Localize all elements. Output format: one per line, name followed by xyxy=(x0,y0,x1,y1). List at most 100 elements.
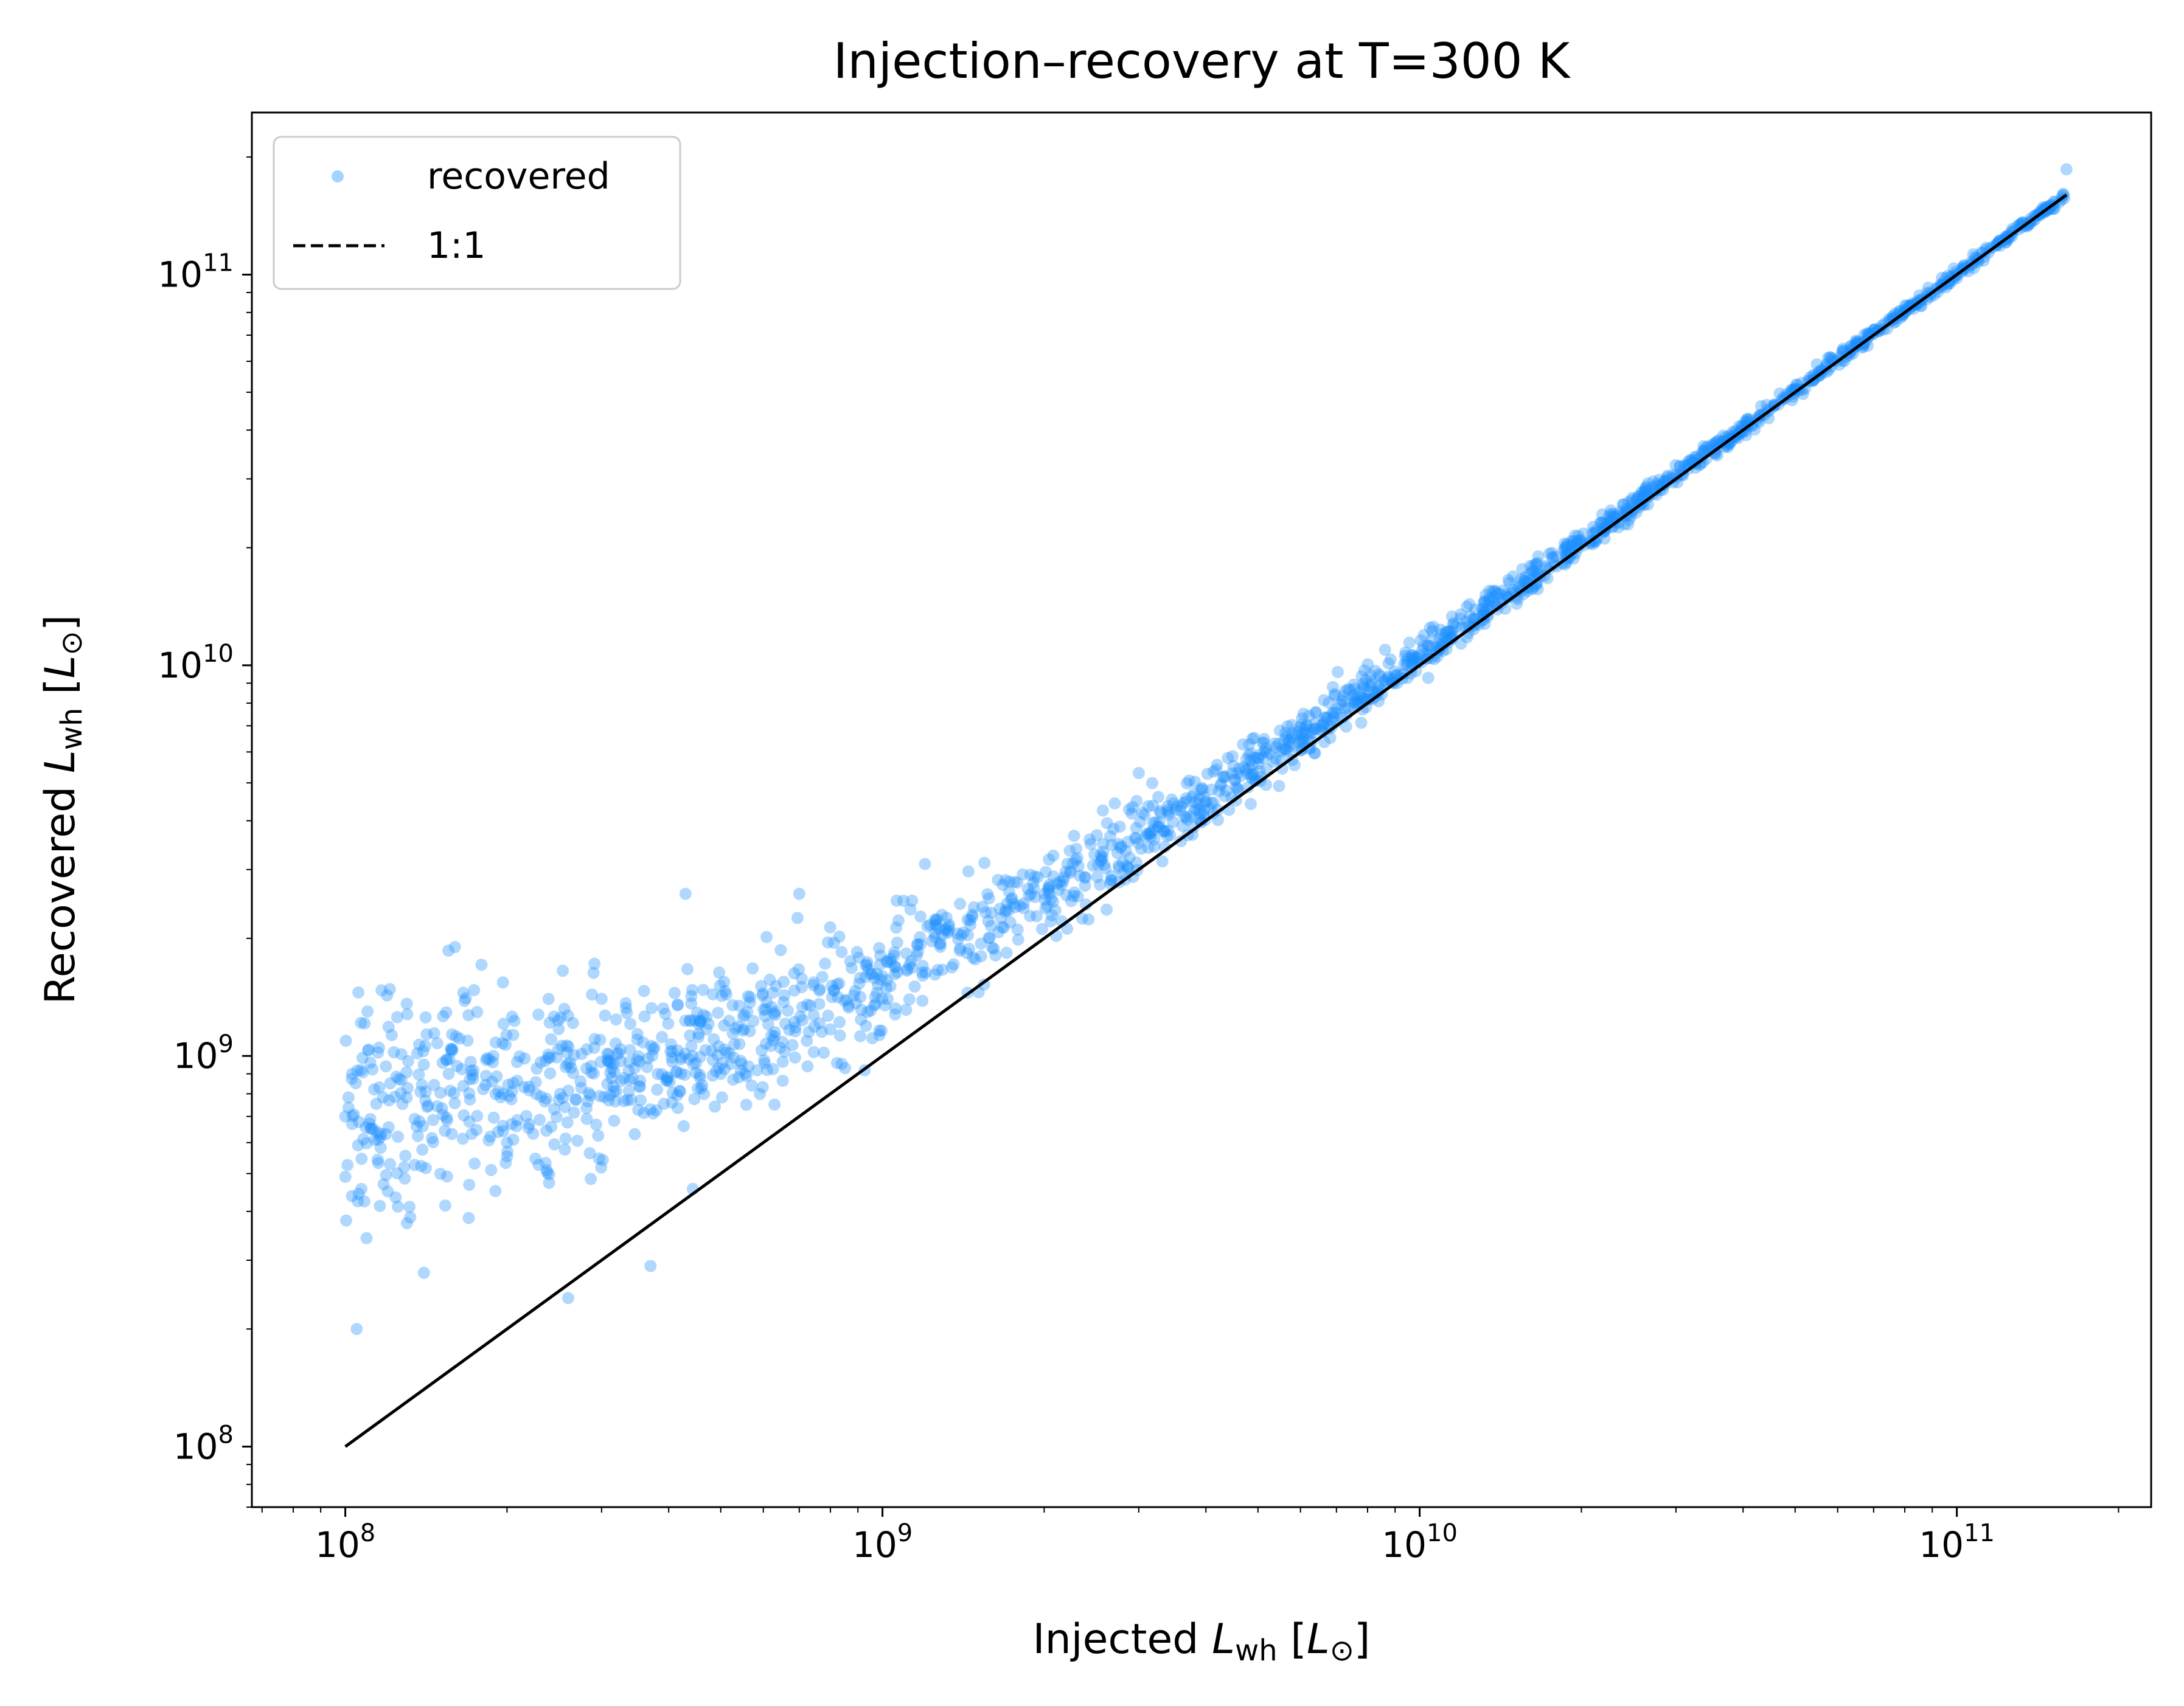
recovered-point xyxy=(388,1046,400,1059)
recovered-point xyxy=(1180,795,1193,808)
x-axis-ticks: 108 109 1010 1011 xyxy=(261,1507,2120,1566)
recovered-point xyxy=(816,971,829,983)
recovered-point xyxy=(644,1103,656,1115)
recovered-point xyxy=(1242,768,1254,780)
recovered-point xyxy=(715,990,728,1002)
recovered-point xyxy=(1057,871,1070,884)
recovered-point xyxy=(1503,576,1516,589)
recovered-point xyxy=(1408,654,1421,667)
recovered-point xyxy=(451,1059,464,1072)
recovered-point xyxy=(1301,719,1313,731)
recovered-point xyxy=(1199,796,1212,809)
recovered-point xyxy=(369,1134,381,1146)
recovered-point xyxy=(1090,829,1103,842)
recovered-point xyxy=(1880,322,1893,335)
recovered-point xyxy=(1320,712,1333,724)
recovered-point xyxy=(1195,784,1208,797)
recovered-point xyxy=(1315,720,1327,732)
recovered-point xyxy=(520,1110,533,1122)
recovered-point xyxy=(580,1062,593,1075)
recovered-point xyxy=(1761,398,1773,411)
recovered-point xyxy=(718,985,731,997)
recovered-point xyxy=(1130,832,1142,845)
recovered-point xyxy=(426,1114,439,1126)
recovered-point xyxy=(1364,669,1377,682)
recovered-point xyxy=(1189,775,1201,788)
recovered-point xyxy=(609,1095,622,1108)
recovered-point xyxy=(1455,637,1467,650)
recovered-point xyxy=(426,1132,438,1145)
legend-label-identity: 1:1 xyxy=(427,224,486,267)
recovered-point xyxy=(1144,827,1156,839)
recovered-point xyxy=(508,1014,521,1027)
recovered-point xyxy=(453,1032,466,1045)
recovered-point xyxy=(625,1094,638,1106)
recovered-point xyxy=(628,1128,641,1140)
recovered-point xyxy=(1424,622,1436,634)
recovered-point xyxy=(542,1052,555,1064)
recovered-point xyxy=(733,1038,746,1050)
recovered-point xyxy=(774,944,787,957)
recovered-point xyxy=(1622,496,1635,508)
recovered-point xyxy=(1326,714,1338,727)
recovered-point xyxy=(664,1045,677,1058)
recovered-point xyxy=(1146,777,1158,789)
recovered-point xyxy=(628,1061,641,1074)
recovered-point xyxy=(1755,400,1767,412)
recovered-point xyxy=(497,1125,509,1137)
recovered-point xyxy=(1231,767,1243,780)
recovered-point xyxy=(1078,870,1091,883)
recovered-point xyxy=(372,1157,384,1170)
recovered-point xyxy=(826,979,838,992)
recovered-point xyxy=(808,1020,821,1033)
recovered-point xyxy=(934,940,947,953)
recovered-point xyxy=(1400,659,1413,671)
recovered-point xyxy=(401,1008,414,1021)
recovered-point xyxy=(1189,796,1202,808)
recovered-point xyxy=(697,983,709,996)
recovered-point xyxy=(860,959,872,972)
recovered-point xyxy=(982,892,995,904)
recovered-point xyxy=(1484,592,1496,605)
recovered-point xyxy=(1529,557,1542,570)
recovered-point xyxy=(657,1002,670,1015)
recovered-point xyxy=(489,1036,502,1049)
recovered-point xyxy=(1161,800,1174,813)
recovered-point xyxy=(740,1098,753,1111)
recovered-point xyxy=(885,956,897,969)
recovered-point xyxy=(762,1018,774,1031)
recovered-point xyxy=(353,1115,366,1128)
recovered-point xyxy=(1119,845,1132,858)
recovered-point xyxy=(395,1073,408,1086)
recovered-point xyxy=(366,1063,379,1076)
recovered-point xyxy=(619,997,632,1010)
recovered-point xyxy=(1318,694,1330,707)
recovered-point xyxy=(1215,778,1228,791)
recovered-point xyxy=(763,973,776,986)
recovered-point xyxy=(1426,625,1439,637)
recovered-point xyxy=(1003,886,1015,898)
recovered-point xyxy=(1212,814,1224,827)
recovered-point xyxy=(464,1073,476,1086)
recovered-point xyxy=(1079,879,1091,892)
x-tick-label: 1011 xyxy=(1919,1519,1995,1566)
recovered-point xyxy=(479,1078,492,1091)
recovered-point xyxy=(1261,746,1273,758)
recovered-point xyxy=(1650,477,1663,490)
recovered-point xyxy=(1212,785,1225,797)
recovered-point xyxy=(1068,830,1080,842)
recovered-point xyxy=(1341,683,1354,696)
recovered-point xyxy=(1051,877,1063,890)
recovered-point xyxy=(471,1006,484,1018)
recovered-point xyxy=(818,1046,830,1059)
recovered-point xyxy=(904,903,917,916)
recovered-point xyxy=(444,1084,456,1097)
recovered-point xyxy=(543,1016,556,1029)
recovered-point xyxy=(688,1093,701,1106)
recovered-point xyxy=(1684,454,1697,466)
recovered-point xyxy=(395,1087,408,1100)
recovered-point xyxy=(1144,827,1157,840)
recovered-point xyxy=(661,1072,674,1084)
recovered-point xyxy=(1278,734,1291,747)
recovered-point xyxy=(900,964,913,977)
